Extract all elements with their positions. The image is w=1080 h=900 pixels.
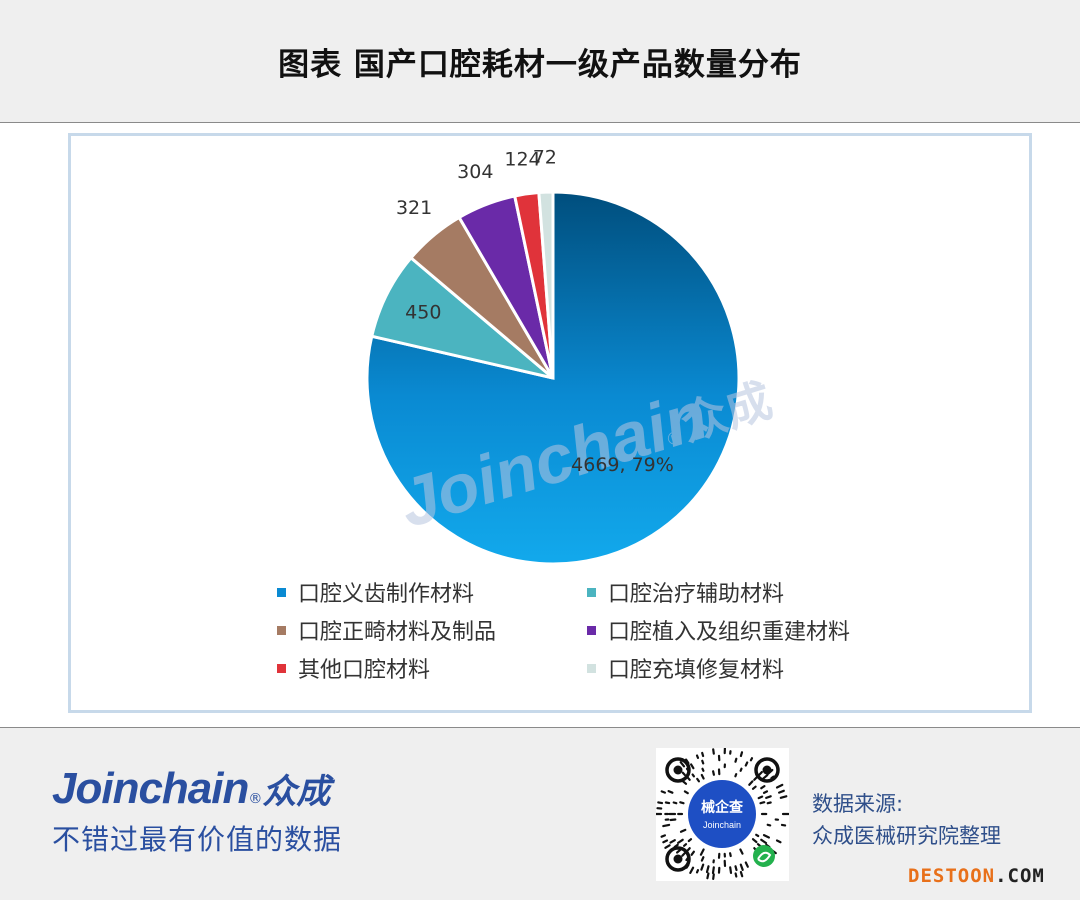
brand-latin: Joinchain (52, 764, 249, 813)
qr-text-cn: 械企查 (701, 799, 744, 816)
legend-swatch (587, 587, 596, 597)
legend-swatch (277, 663, 286, 673)
qr-text-latin: Joinchain (703, 820, 741, 830)
legend-label: 口腔充填修复材料 (608, 658, 785, 683)
legend-label: 口腔正畸材料及制品 (298, 620, 497, 645)
slice-data-label: 450 (405, 302, 441, 324)
slice-data-label: 124 (504, 149, 540, 171)
slice-data-label: 4669, 79% (571, 454, 674, 476)
destoon-text: DESTOON (908, 865, 996, 887)
qr-code[interactable]: 械企查 Joinchain (656, 748, 789, 881)
chart-frame: Joinchain ® 众成 4669, 79% 450 321 304 124 72 口… (68, 133, 1032, 713)
header-bar: 图表 国产口腔耗材一级产品数量分布 (0, 0, 1080, 123)
legend-item: 口腔植入及组织重建材料 (587, 616, 917, 645)
brand-cn: 众成 (262, 772, 331, 812)
brand-logo: Joinchain®众成 不错过最有价值的数据 (52, 764, 342, 858)
legend-label: 口腔治疗辅助材料 (608, 582, 785, 607)
legend-swatch (277, 625, 286, 635)
page-title: 图表 国产口腔耗材一级产品数量分布 (278, 46, 802, 83)
chart-area: Joinchain ® 众成 4669, 79% 450 321 304 124 72 口… (0, 123, 1080, 728)
legend-item: 口腔义齿制作材料 (277, 578, 587, 607)
chart-legend: 口腔义齿制作材料 口腔治疗辅助材料口腔正畸材料及制品 口腔植入及组织重建材料其他口腔… (277, 578, 917, 683)
legend-label: 口腔义齿制作材料 (298, 582, 475, 607)
legend-label: 其他口腔材料 (298, 658, 431, 683)
slice-data-label: 321 (396, 197, 432, 219)
destoon-watermark: DESTOON.COM (908, 865, 1045, 887)
legend-item: 其他口腔材料 (277, 654, 587, 683)
legend-item: 口腔治疗辅助材料 (587, 578, 917, 607)
legend-swatch (277, 587, 286, 597)
legend-label: 口腔植入及组织重建材料 (608, 620, 851, 645)
watermark-mark: ® (665, 427, 684, 450)
slice-data-label: 304 (457, 161, 493, 183)
legend-swatch (587, 663, 596, 673)
slice-data-label: 72 (533, 147, 557, 169)
source-line-1: 数据来源: (812, 792, 904, 816)
legend-item: 口腔充填修复材料 (587, 654, 917, 683)
brand-mark: ® (248, 791, 263, 807)
miniprogram-icon (753, 845, 775, 867)
slogan: 不错过最有价值的数据 (52, 823, 343, 856)
legend-swatch (587, 625, 596, 635)
data-source: 数据来源: 众成医械研究院整理 (812, 788, 1001, 852)
source-line-2: 众成医械研究院整理 (812, 824, 1001, 848)
footer: Joinchain®众成 不错过最有价值的数据 械企查 Joinchain 数据… (0, 728, 1080, 900)
legend-item: 口腔正畸材料及制品 (277, 616, 587, 645)
pie-slice (537, 190, 555, 379)
destoon-suffix: .COM (995, 865, 1045, 887)
